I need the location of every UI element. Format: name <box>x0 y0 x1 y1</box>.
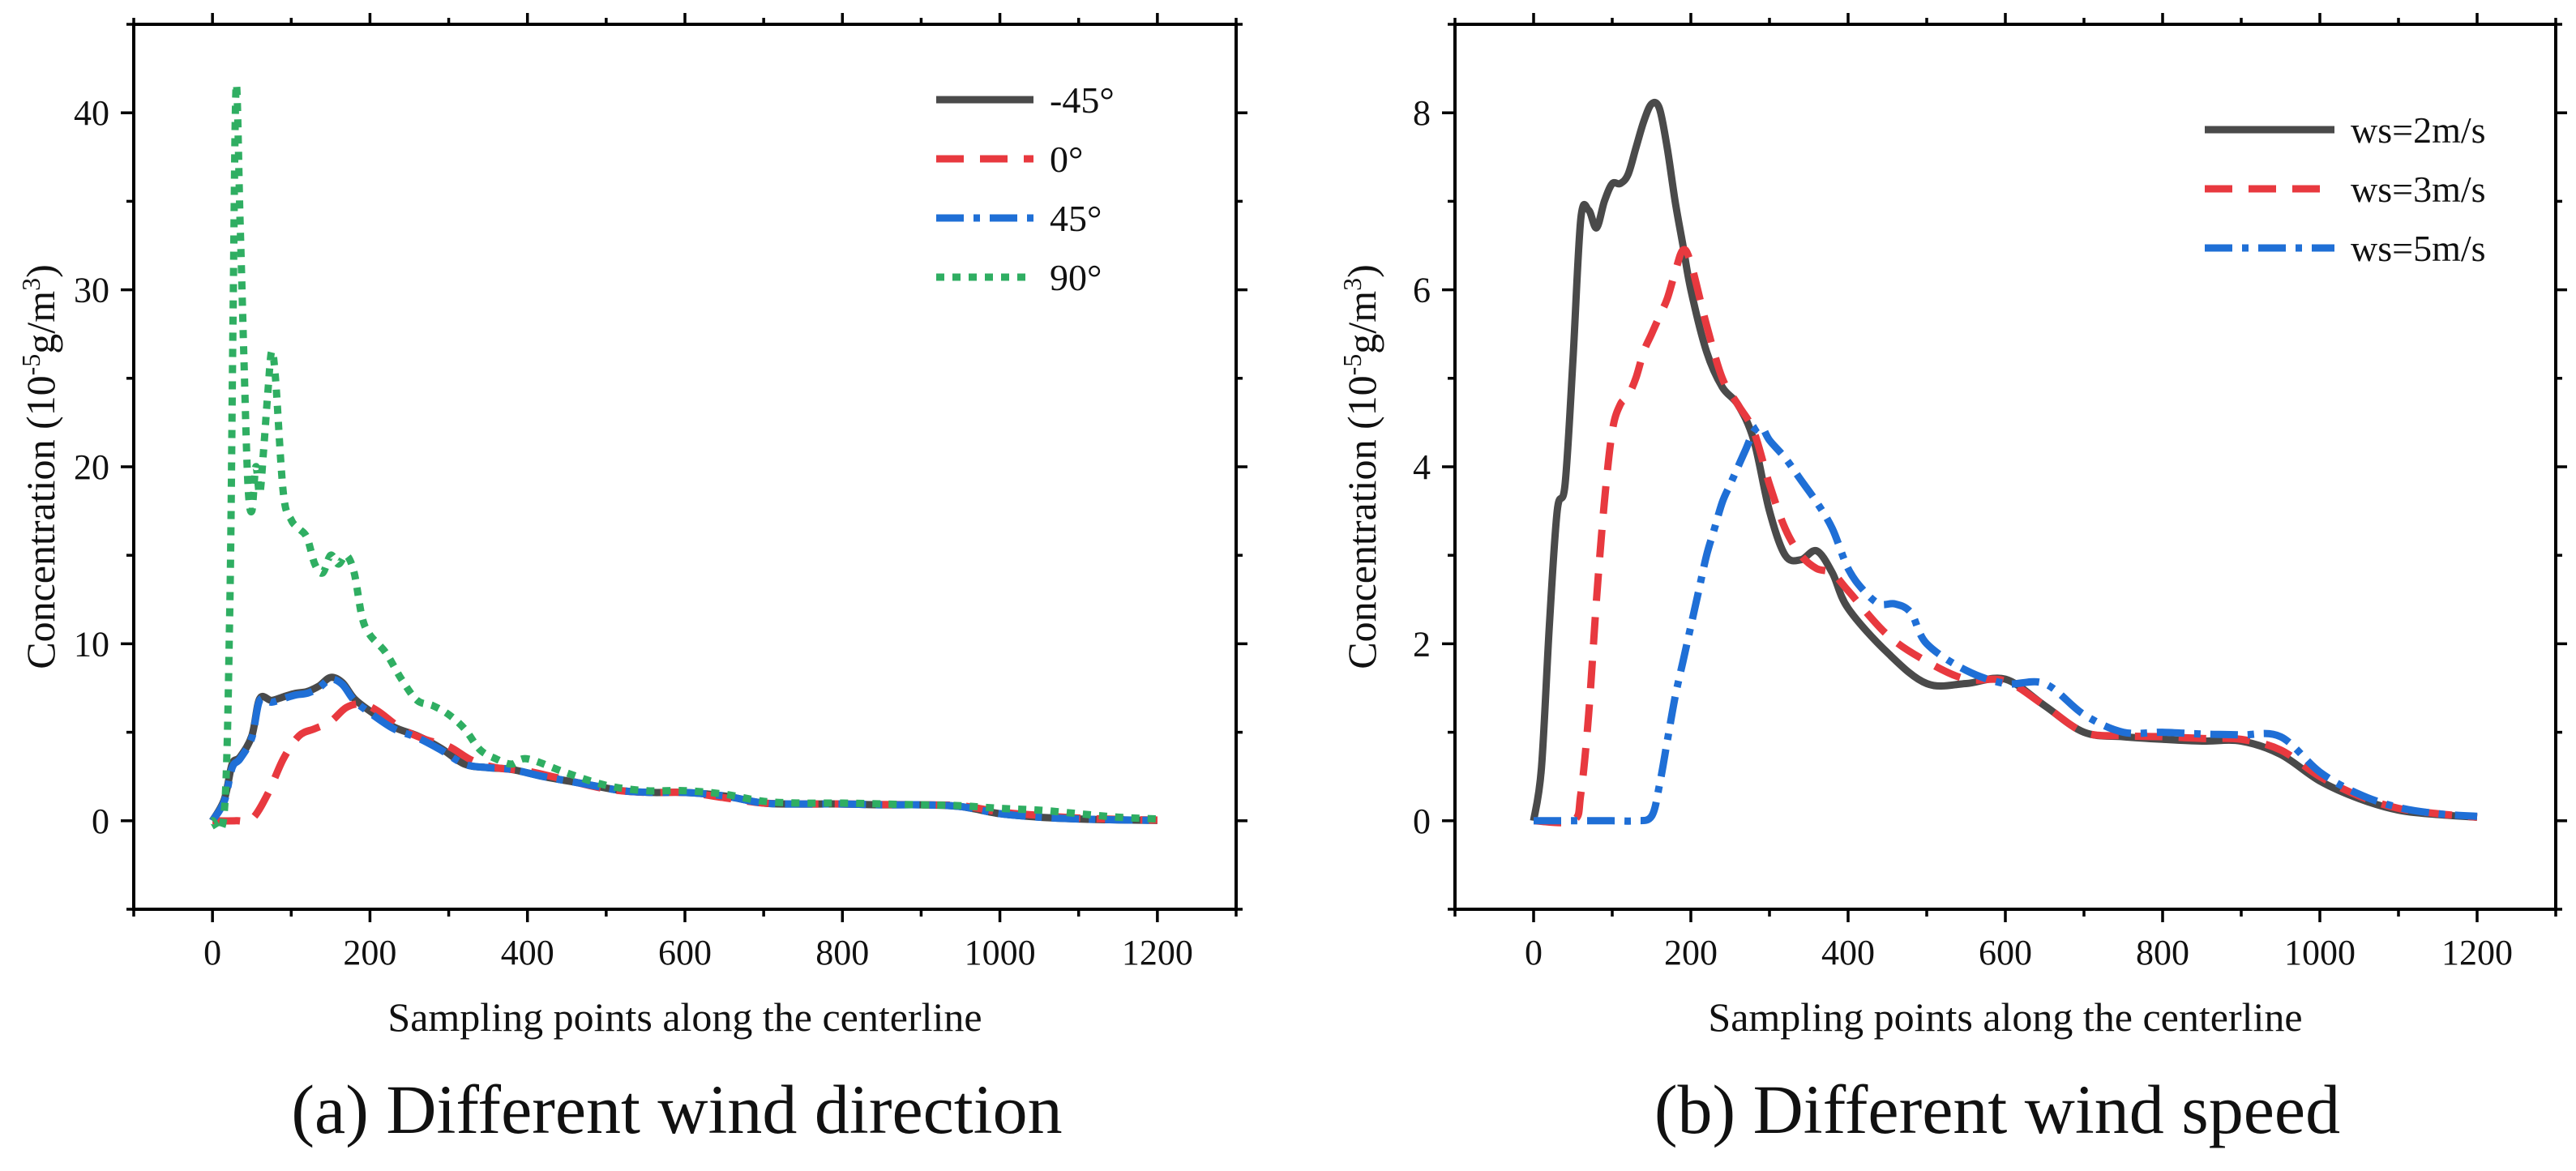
legend-label: 90° <box>1050 257 1102 298</box>
y-tick-label: 0 <box>92 801 109 841</box>
y-tick-label: 0 <box>1413 801 1431 841</box>
legend-label: ws=5m/s <box>2351 228 2486 269</box>
legend-label: -45° <box>1050 79 1115 121</box>
x-tick-label: 1000 <box>965 933 1036 972</box>
x-tick-label: 200 <box>343 933 396 972</box>
legend-label: 0° <box>1050 139 1083 180</box>
y-tick-label: 2 <box>1413 624 1431 664</box>
x-tick-label: 1000 <box>2284 933 2356 972</box>
y-axis-title-part: -5 <box>1337 354 1367 376</box>
x-axis-title: Sampling points along the centerline <box>1708 994 2302 1040</box>
y-tick-label: 10 <box>74 624 109 664</box>
series-line-3 <box>1534 422 2478 825</box>
x-tick-label: 0 <box>203 933 221 972</box>
x-tick-label: 1200 <box>2441 933 2513 972</box>
x-tick-label: 400 <box>1821 933 1875 972</box>
series-line-4 <box>208 80 1158 834</box>
y-axis-title: Concentration (10-5g/m3) <box>1337 264 1384 669</box>
y-axis-title-part: Concentration (10 <box>18 375 63 669</box>
plot-frame <box>1453 23 2557 911</box>
y-axis-title-part: ) <box>18 264 63 278</box>
figure-caption: (a) Different wind direction <box>291 1071 1062 1148</box>
x-axis-title: Sampling points along the centerline <box>387 994 982 1040</box>
x-tick-label: 400 <box>501 933 554 972</box>
x-tick-label: 600 <box>1979 933 2032 972</box>
y-tick-label: 4 <box>1413 447 1431 487</box>
legend-label: ws=2m/s <box>2351 109 2486 151</box>
x-tick-label: 1200 <box>1122 933 1193 972</box>
y-tick-label: 30 <box>74 271 109 310</box>
x-tick-label: 800 <box>2136 933 2189 972</box>
series-group <box>208 80 1158 834</box>
legend-label: 45° <box>1050 198 1102 239</box>
x-tick-label: 800 <box>815 933 869 972</box>
legend-label: ws=3m/s <box>2351 169 2486 210</box>
y-axis-title-part: g/m <box>1339 291 1384 354</box>
y-tick-label: 40 <box>74 93 109 133</box>
series-line-1 <box>209 673 1157 824</box>
figure-caption: (b) Different wind speed <box>1654 1071 2340 1148</box>
y-tick-label: 8 <box>1413 93 1431 133</box>
y-axis-title-part: Concentration (10 <box>1339 375 1384 669</box>
y-axis-title-part: -5 <box>16 354 45 376</box>
y-axis-title-part: 3 <box>16 278 45 291</box>
y-tick-label: 20 <box>74 447 109 487</box>
y-axis-title-part: g/m <box>18 291 63 354</box>
series-group <box>1530 98 2478 827</box>
x-tick-label: 0 <box>1525 933 1543 972</box>
series-line-3 <box>209 675 1157 824</box>
x-tick-label: 600 <box>658 933 712 972</box>
y-axis-title-part: 3 <box>1337 278 1367 291</box>
x-tick-label: 200 <box>1664 933 1718 972</box>
series-line-2 <box>1533 246 2478 827</box>
series-line-2 <box>212 700 1157 826</box>
chart-wind-speed: 0 200 400 600 800 1000 1200 0 2 4 6 8 Sampling point… <box>1337 13 2567 1148</box>
y-axis-title: Concentration (10-5g/m3) <box>16 264 63 669</box>
y-tick-label: 6 <box>1413 271 1431 310</box>
y-axis-title-part: ) <box>1339 264 1384 278</box>
chart-wind-direction: 0 200 400 600 800 1000 1200 0 10 20 30 40 Sampling p… <box>16 13 1247 1148</box>
